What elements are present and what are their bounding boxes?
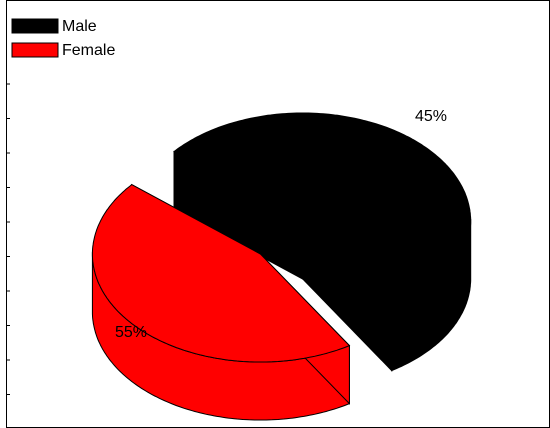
pie-slices [91,112,472,421]
legend-swatch-female [11,42,59,58]
legend-label-female: Female [62,42,115,59]
legend: Male Female [11,18,115,59]
male-percent-label: 55% [115,324,147,341]
legend-label-male: Male [62,18,97,35]
legend-swatch-male [11,18,59,34]
male-slice-top [173,112,472,314]
female-slice-top [91,183,351,363]
female-percent-label: 45% [415,108,447,125]
left-axis-ticks [6,83,10,395]
